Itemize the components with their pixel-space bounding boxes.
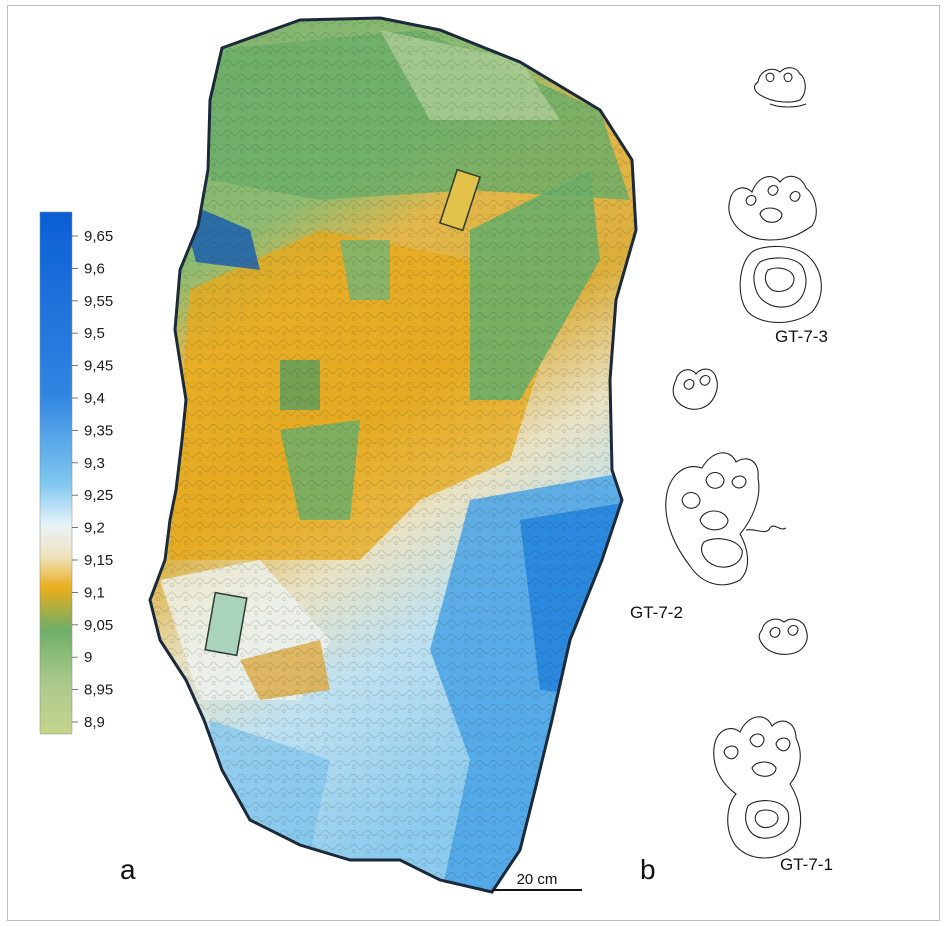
track-label-gt-7-3: GT-7-3 (775, 327, 828, 346)
legend-tick-label: 9,05 (84, 617, 113, 634)
legend-tick-label: 9,6 (84, 260, 105, 277)
legend-tick-label: 9 (84, 649, 92, 666)
panel-letter-a: a (120, 854, 136, 885)
legend-tick-label: 9,45 (84, 358, 113, 375)
legend-ticks: 9,65 9,6 9,55 9,5 9,45 9,4 9,35 9,3 9,25 9,2 9,15 9… (72, 228, 113, 731)
elevation-map (148, 16, 638, 894)
legend-tick-label: 9,3 (84, 455, 105, 472)
track-outlines (665, 67, 822, 859)
color-legend-bar (39, 211, 73, 735)
track-gt-7-2-manus (672, 368, 718, 410)
track-gt-7-1-pes (713, 716, 802, 859)
track-label-gt-7-1: GT-7-1 (780, 855, 833, 874)
legend-tick-label: 9,55 (84, 293, 113, 310)
legend-tick-label: 8,9 (84, 714, 105, 731)
track-label-gt-7-2: GT-7-2 (630, 603, 683, 622)
panel-letter-b: b (640, 854, 656, 885)
figure-frame (7, 5, 940, 921)
legend-tick-label: 9,25 (84, 487, 113, 504)
track-gt-7-3-manus (753, 67, 807, 108)
track-gt-7-3-pes (728, 175, 822, 323)
track-gt-7-2-pes (665, 452, 787, 586)
legend-tick-label: 9,4 (84, 390, 105, 407)
legend-tick-label: 9,35 (84, 422, 113, 439)
legend-tick-label: 9,5 (84, 325, 105, 342)
track-gt-7-1-manus (758, 618, 808, 655)
legend-tick-label: 9,1 (84, 584, 105, 601)
legend-tick-label: 8,95 (84, 682, 113, 699)
scale-bar-label: 20 cm (517, 871, 558, 888)
legend-tick-label: 9,2 (84, 520, 105, 537)
legend-tick-label: 9,15 (84, 552, 113, 569)
legend-tick-label: 9,65 (84, 228, 113, 245)
